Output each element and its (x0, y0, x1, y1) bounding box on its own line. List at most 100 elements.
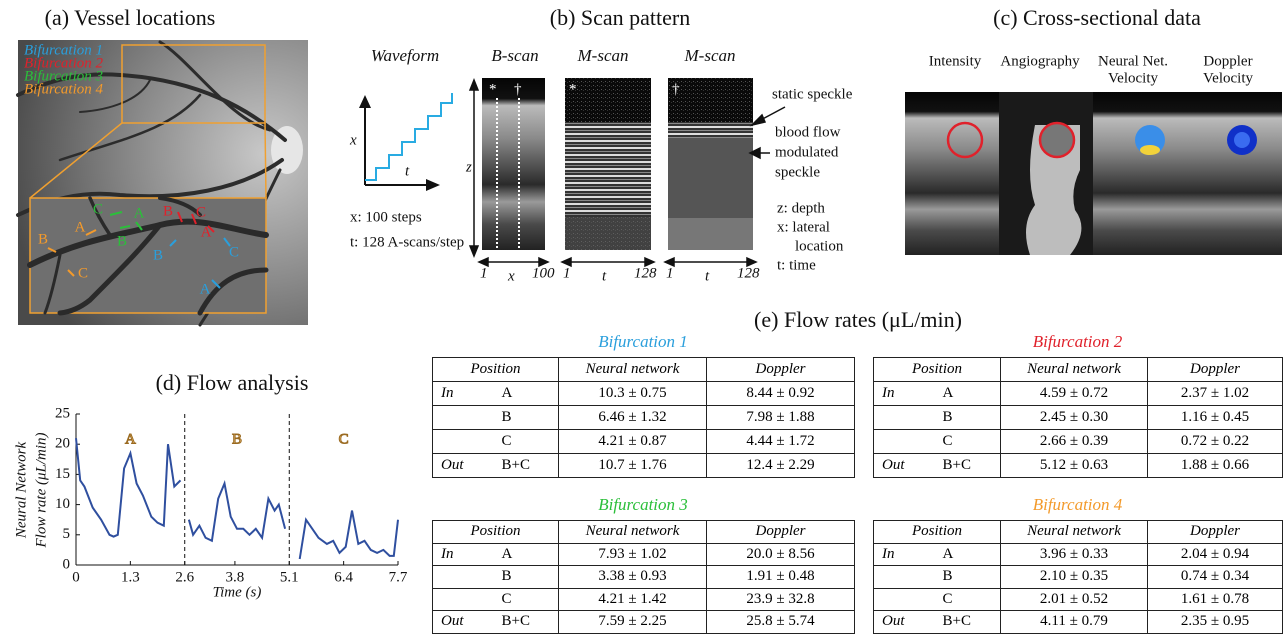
waveform-plot-part (426, 179, 440, 191)
axis-label: 1 (563, 265, 571, 281)
vessel-label: C (196, 204, 206, 220)
value-cell: 20.0 ± 8.56 (707, 543, 855, 566)
x-tick-label: 1.3 (121, 569, 140, 585)
header-cell: Doppler (707, 521, 855, 544)
column-header: Angiography (1000, 53, 1080, 69)
table-row: InA10.3 ± 0.758.44 ± 0.92 (433, 382, 855, 406)
value-cell: 2.01 ± 0.52 (1001, 588, 1148, 611)
value-cell: 10.7 ± 1.76 (559, 454, 707, 478)
position-cell: C (929, 588, 1001, 611)
fundus-image-part (265, 123, 266, 198)
marker: † (672, 81, 680, 97)
marker: * (569, 81, 577, 97)
axis-arrows-part (470, 246, 478, 256)
value-cell: 8.44 ± 0.92 (707, 382, 855, 406)
cross-section-images (905, 92, 1282, 255)
value-cell: 5.12 ± 0.63 (1001, 454, 1148, 478)
group-cell: In (874, 543, 929, 566)
vessel-label: B (163, 203, 173, 219)
position-cell: B (488, 566, 559, 589)
axis-label: 1 (480, 265, 488, 281)
column-header: M-scan (684, 46, 736, 65)
m-scan-image-part (668, 122, 753, 138)
position-cell: C (488, 588, 559, 611)
value-cell: 25.8 ± 5.74 (707, 611, 855, 634)
position-cell: B (929, 406, 1001, 430)
panel-title: (c) Cross-sectional data (993, 5, 1201, 30)
header-cell: Neural network (1001, 521, 1148, 544)
axis-label: x (349, 132, 357, 148)
m-scan-image (668, 78, 753, 250)
axis-label: t (405, 163, 410, 179)
vessel-label: C (229, 244, 239, 260)
table-row: OutB+C10.7 ± 1.7612.4 ± 2.29 (433, 454, 855, 478)
group-cell (874, 566, 929, 589)
axis-label: t (705, 268, 710, 284)
annotation: static speckle (772, 86, 853, 102)
group-cell: Out (433, 454, 488, 478)
header-cell: Doppler (707, 358, 855, 382)
x-tick-label: 2.6 (175, 569, 194, 585)
header-cell: Position (433, 521, 559, 544)
value-cell: 3.38 ± 0.93 (559, 566, 707, 589)
cross-section-images-part (1234, 132, 1250, 148)
value-cell: 6.46 ± 1.32 (559, 406, 707, 430)
cross-section-images-part (1093, 92, 1187, 255)
header-cell: Doppler (1148, 521, 1283, 544)
cross-section-images-part (1040, 123, 1074, 157)
segment-label: C (339, 431, 349, 447)
value-cell: 1.16 ± 0.45 (1148, 406, 1283, 430)
group-cell: Out (433, 611, 488, 634)
y-tick-label: 10 (55, 496, 70, 512)
position-cell: C (929, 430, 1001, 454)
legend-entry: location (795, 238, 844, 254)
table-row: B6.46 ± 1.327.98 ± 1.88 (433, 406, 855, 430)
position-cell: A (929, 382, 1001, 406)
vessel-label: C (93, 201, 103, 217)
value-cell: 2.45 ± 0.30 (1001, 406, 1148, 430)
value-cell: 10.3 ± 0.75 (559, 382, 707, 406)
value-cell: 23.9 ± 32.8 (707, 588, 855, 611)
value-cell: 7.98 ± 1.88 (707, 406, 855, 430)
axis-label: z (465, 159, 472, 175)
annotation: modulated (775, 144, 839, 160)
m-scan-image-part (565, 122, 651, 217)
value-cell: 1.61 ± 0.78 (1148, 588, 1283, 611)
position-cell: B (488, 406, 559, 430)
position-cell: B+C (929, 611, 1001, 634)
b-scan-image (482, 78, 545, 250)
line-series (76, 438, 398, 559)
group-cell: Out (874, 454, 929, 478)
y-tick-label: 25 (55, 405, 70, 421)
group-cell: Out (874, 611, 929, 634)
y-tick-label: 5 (63, 526, 71, 542)
group-cell: In (433, 543, 488, 566)
fundus-legend: Bifurcation 1Bifurcation 2Bifurcation 3B… (24, 42, 104, 97)
column-header: Intensity (929, 53, 982, 69)
panel-title: (a) Vessel locations (45, 5, 216, 30)
m-scan-image-part (668, 218, 753, 250)
table-row: InA4.59 ± 0.722.37 ± 1.02 (874, 382, 1283, 406)
value-cell: 2.66 ± 0.39 (1001, 430, 1148, 454)
b-scan-image-part (482, 78, 545, 250)
marker: * (489, 81, 497, 97)
segment-label: B (232, 431, 242, 447)
axis-label: x (507, 268, 515, 284)
flow-table: PositionNeural networkDopplerInA3.96 ± 0… (873, 520, 1283, 634)
value-cell: 3.96 ± 0.33 (1001, 543, 1148, 566)
header-cell: Neural network (1001, 358, 1148, 382)
vessel-label: C (78, 265, 88, 281)
position-cell: B+C (488, 611, 559, 634)
annotation: blood flow (775, 124, 841, 140)
cross-section-images-part (1187, 92, 1282, 255)
position-cell: B+C (488, 454, 559, 478)
value-cell: 0.72 ± 0.22 (1148, 430, 1283, 454)
axis-label: 100 (532, 265, 555, 281)
